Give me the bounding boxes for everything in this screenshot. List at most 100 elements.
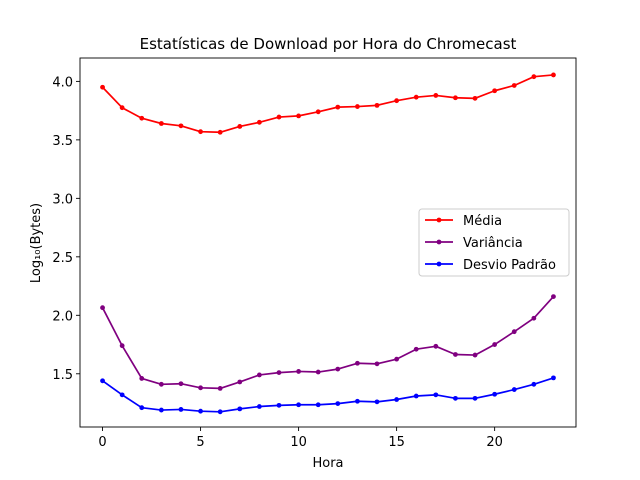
data-point [198,408,203,414]
data-point [492,342,498,347]
data-point [237,379,243,385]
data-point [453,95,458,101]
data-point [355,104,360,109]
data-point [531,74,537,80]
data-point [531,381,537,387]
data-point [492,391,498,397]
data-point [315,402,321,408]
x-tick-label: 10 [290,435,307,450]
data-point [335,401,341,407]
x-tick-label: 5 [196,435,204,450]
data-point [315,369,321,375]
y-tick-label: 3.0 [52,192,73,207]
data-point [394,356,400,362]
legend-swatch-marker [436,217,442,223]
data-point [472,395,478,401]
legend-entry-label: Desvio Padrão [463,258,556,273]
y-tick-label: 2.0 [52,309,73,324]
data-point [315,109,321,115]
data-point [296,402,301,408]
legend-entry-label: Média [463,214,502,229]
data-point [119,392,125,398]
legend-swatch-marker [436,261,442,267]
data-point [158,121,164,126]
series-line-0 [101,74,554,134]
data-point [198,385,203,391]
data-point [492,88,498,94]
series-line-1 [101,296,555,390]
chart-title: Estatísticas de Download por Hora do Chr… [140,35,517,53]
y-tick-label: 4.0 [52,75,73,90]
data-point [453,352,458,357]
data-point [119,105,125,111]
data-point [256,119,262,125]
x-axis-label: Hora [312,456,343,471]
data-point [335,104,341,110]
x-tick-label: 15 [388,435,405,450]
data-point [551,294,556,299]
data-point [100,84,105,90]
legend: Média Variância Desvio Padrão [418,208,570,277]
data-point [374,399,380,405]
axes-frame [79,57,577,428]
legend-entry-label: Variância [463,236,523,251]
data-point [511,329,517,335]
data-point [217,409,223,415]
data-point [256,404,262,409]
data-point [276,370,282,376]
data-point [335,366,341,372]
y-tick-label: 3.5 [52,134,73,149]
y-tick-label: 1.5 [52,368,73,383]
data-point [296,113,301,119]
data-point [178,381,184,387]
data-point [413,393,419,399]
data-point [394,397,400,402]
data-point [237,124,243,129]
data-point [100,305,105,311]
data-point [374,361,380,367]
series-line-2 [102,377,554,413]
data-point [531,315,537,321]
data-point [158,407,164,413]
x-tick-label: 20 [486,435,503,450]
data-point [413,346,419,352]
x-tick-label: 0 [98,435,106,450]
y-tick-label: 2.5 [52,251,73,266]
data-point [374,102,380,108]
data-point [119,343,125,349]
data-point [413,94,419,100]
data-point [217,386,223,391]
data-point [178,123,184,129]
data-point [433,93,439,98]
data-point [237,406,243,412]
legend-box [418,208,570,277]
data-point [433,343,439,349]
data-point [453,395,458,401]
data-point [296,369,301,374]
data-point [178,407,184,412]
data-point [551,375,556,381]
data-point [511,387,517,392]
data-point [551,72,556,78]
data-point [139,115,145,121]
data-point [433,392,439,398]
data-point [198,129,203,135]
y-axis-label: Log₁₀(Bytes) [29,203,44,283]
data-point [394,98,400,104]
legend-swatch-marker [436,239,442,245]
data-point [100,378,105,384]
data-point [355,398,360,404]
data-point [256,372,262,378]
data-point [472,352,478,358]
data-point [355,360,360,366]
data-point [472,95,478,101]
data-point [276,114,282,120]
data-point [139,405,145,411]
plot-area: 0 5 10 15 20 1.5 2.0 2.5 3.0 3.5 4.0 [52,57,577,450]
data-point [276,402,282,408]
data-point [511,83,517,88]
data-point [158,381,164,387]
data-point [139,376,145,381]
data-point [217,129,223,135]
